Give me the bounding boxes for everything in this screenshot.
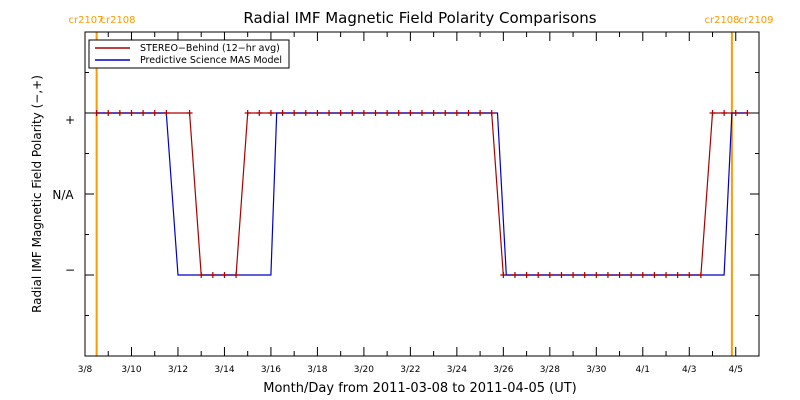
stereo-data-point bbox=[465, 110, 472, 116]
x-tick-label: 3/20 bbox=[354, 365, 374, 375]
stereo-data-point bbox=[697, 272, 704, 278]
stereo-data-point bbox=[244, 110, 251, 116]
stereo-data-point bbox=[372, 110, 379, 116]
x-tick-label: 3/12 bbox=[168, 365, 188, 375]
stereo-data-point bbox=[395, 110, 402, 116]
legend-label-stereo: STEREO−Behind (12−hr avg) bbox=[140, 43, 280, 54]
y-tick-label-minus: − bbox=[65, 263, 75, 277]
stereo-data-point bbox=[477, 110, 484, 116]
stereo-data-point bbox=[570, 272, 577, 278]
stereo-data-point bbox=[686, 272, 693, 278]
axis-ticks: 3/8 3/10 3/12 3/14 3/16 3/18 3/20 3/22 3/24 3/26 3… bbox=[78, 31, 760, 375]
x-tick-label: 3/16 bbox=[261, 365, 281, 375]
x-tick-label: 3/26 bbox=[493, 365, 513, 375]
stereo-data-point bbox=[128, 110, 135, 116]
x-tick-label: 3/8 bbox=[78, 365, 93, 375]
stereo-data-point bbox=[442, 110, 449, 116]
y-axis-label: Radial IMF Magnetic Field Polarity (−,+) bbox=[30, 75, 44, 313]
stereo-data-point bbox=[151, 110, 158, 116]
stereo-data-point bbox=[651, 272, 658, 278]
carrington-label-right-b: cr2109 bbox=[738, 15, 773, 26]
stereo-data-point bbox=[604, 272, 611, 278]
stereo-data-point bbox=[500, 272, 507, 278]
stereo-data-point bbox=[186, 110, 193, 116]
stereo-data-point bbox=[732, 110, 739, 116]
stereo-data-point bbox=[511, 272, 518, 278]
stereo-data-point bbox=[628, 272, 635, 278]
stereo-data-point bbox=[709, 110, 716, 116]
stereo-data-point bbox=[233, 272, 240, 278]
stereo-data-point bbox=[721, 110, 728, 116]
stereo-data-point bbox=[221, 272, 228, 278]
carrington-label-left-b: cr2108 bbox=[100, 15, 135, 26]
stereo-data-point bbox=[419, 110, 425, 116]
stereo-data-point bbox=[337, 110, 344, 116]
mas-model-line bbox=[96, 112, 748, 276]
stereo-data-point bbox=[535, 272, 542, 278]
stereo-data-point bbox=[326, 110, 333, 116]
stereo-data-point bbox=[593, 272, 600, 278]
stereo-data-point bbox=[163, 110, 170, 116]
x-tick-label: 3/14 bbox=[214, 365, 234, 375]
stereo-data-point bbox=[407, 110, 414, 116]
x-axis-label: Month/Day from 2011-03-08 to 2011-04-05 … bbox=[263, 381, 576, 396]
legend: STEREO−Behind (12−hr avg) Predictive Sci… bbox=[88, 39, 290, 69]
x-tick-label: 3/10 bbox=[121, 365, 141, 375]
stereo-data-point bbox=[198, 272, 205, 278]
stereo-data-point bbox=[581, 272, 588, 278]
x-tick-label: 3/18 bbox=[307, 365, 327, 375]
legend-label-mas: Predictive Science MAS Model bbox=[140, 55, 282, 66]
stereo-data-point bbox=[558, 272, 565, 278]
x-tick-label: 4/5 bbox=[729, 365, 743, 375]
stereo-data-point bbox=[639, 272, 646, 278]
stereo-data-point bbox=[93, 110, 100, 116]
plot-frame bbox=[84, 31, 760, 357]
stereo-data-point bbox=[616, 272, 623, 278]
stereo-data-point bbox=[302, 110, 309, 116]
data-series bbox=[93, 32, 751, 356]
legend-box bbox=[88, 39, 290, 69]
carrington-label-right-a: cr2108 bbox=[704, 15, 739, 26]
x-tick-label: 4/1 bbox=[636, 365, 650, 375]
stereo-data-point bbox=[744, 110, 751, 116]
stereo-data-point bbox=[663, 272, 670, 278]
y-tick-label-plus: + bbox=[65, 113, 75, 127]
x-tick-label: 3/28 bbox=[540, 365, 560, 375]
stereo-behind-line bbox=[96, 112, 748, 276]
stereo-data-point bbox=[209, 272, 216, 278]
x-tick-label: 3/30 bbox=[586, 365, 606, 375]
stereo-data-point bbox=[291, 110, 298, 116]
stereo-data-point bbox=[430, 110, 437, 116]
stereo-data-point bbox=[279, 110, 286, 116]
stereo-data-point bbox=[256, 110, 263, 116]
stereo-data-point bbox=[360, 110, 367, 116]
x-tick-label: 3/24 bbox=[447, 365, 467, 375]
stereo-data-point bbox=[384, 110, 391, 116]
y-tick-label-na: N/A bbox=[52, 188, 74, 202]
stereo-data-point bbox=[488, 110, 495, 116]
stereo-data-point bbox=[140, 110, 147, 116]
stereo-data-point bbox=[116, 110, 123, 116]
stereo-data-point bbox=[453, 110, 460, 116]
x-tick-label: 3/22 bbox=[400, 365, 420, 375]
stereo-data-point bbox=[314, 110, 321, 116]
carrington-label-left-a: cr2107 bbox=[68, 15, 103, 26]
stereo-data-point bbox=[105, 110, 112, 116]
stereo-data-point bbox=[523, 272, 530, 278]
chart-title: Radial IMF Magnetic Field Polarity Compa… bbox=[243, 9, 596, 27]
stereo-data-point bbox=[349, 110, 356, 116]
x-tick-label: 4/3 bbox=[682, 365, 696, 375]
stereo-data-point bbox=[267, 110, 274, 116]
stereo-data-point bbox=[546, 272, 553, 278]
stereo-data-point bbox=[674, 272, 681, 278]
